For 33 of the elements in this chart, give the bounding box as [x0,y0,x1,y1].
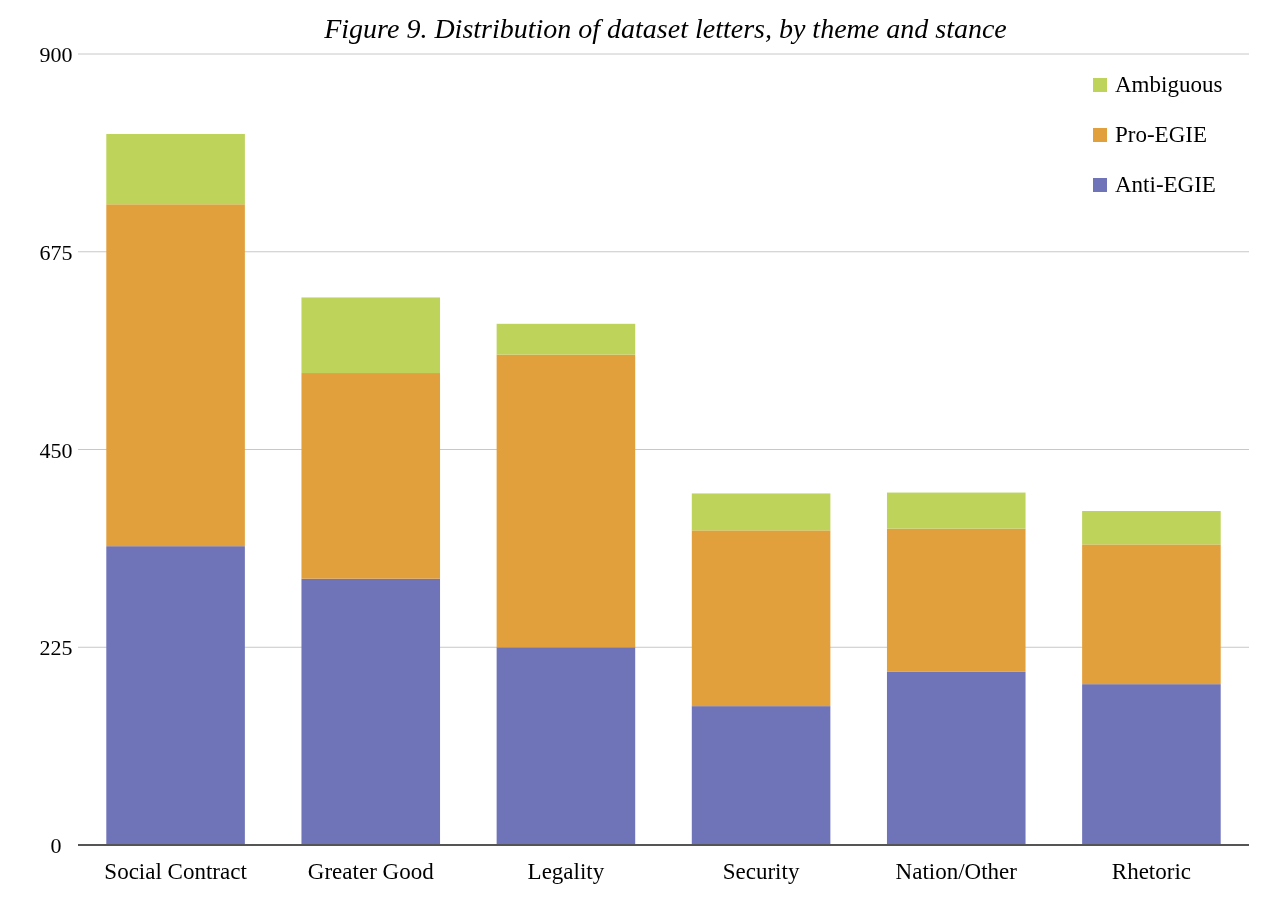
x-tick-label: Social Contract [104,859,248,884]
y-tick-label: 450 [39,437,73,463]
bar [106,546,245,845]
legend-label: Pro-EGIE [1115,122,1207,147]
bar [691,706,831,845]
bar [691,493,831,531]
bar [301,578,441,845]
legend-label: Ambiguous [1115,72,1223,97]
x-tick-label: Security [722,859,800,884]
x-tick-label: Rhetoric [1111,859,1192,884]
bar [886,671,1026,845]
bar [496,323,636,355]
y-tick-label: 225 [39,635,73,661]
x-tick-label: Legality [527,859,605,884]
bar [691,530,831,707]
bar [301,373,441,579]
x-tick-label: Nation/Other [895,859,1018,884]
bar [106,204,245,547]
bar [886,528,1026,672]
bar [106,133,245,205]
bar [1082,684,1221,845]
bar [496,354,636,648]
legend-label: Anti-EGIE [1115,172,1216,197]
y-tick-label: 0 [50,833,62,858]
chart-title: Figure 9. Distribution of dataset letters, by theme and stance [323,13,1007,44]
bar [496,647,636,845]
y-tick-label: 900 [39,42,73,67]
bar [886,492,1026,529]
bar [1082,511,1221,545]
x-tick-label: Greater Good [307,859,435,884]
y-tick-label: 675 [39,239,73,265]
bar [301,297,441,374]
bar [1082,544,1221,685]
